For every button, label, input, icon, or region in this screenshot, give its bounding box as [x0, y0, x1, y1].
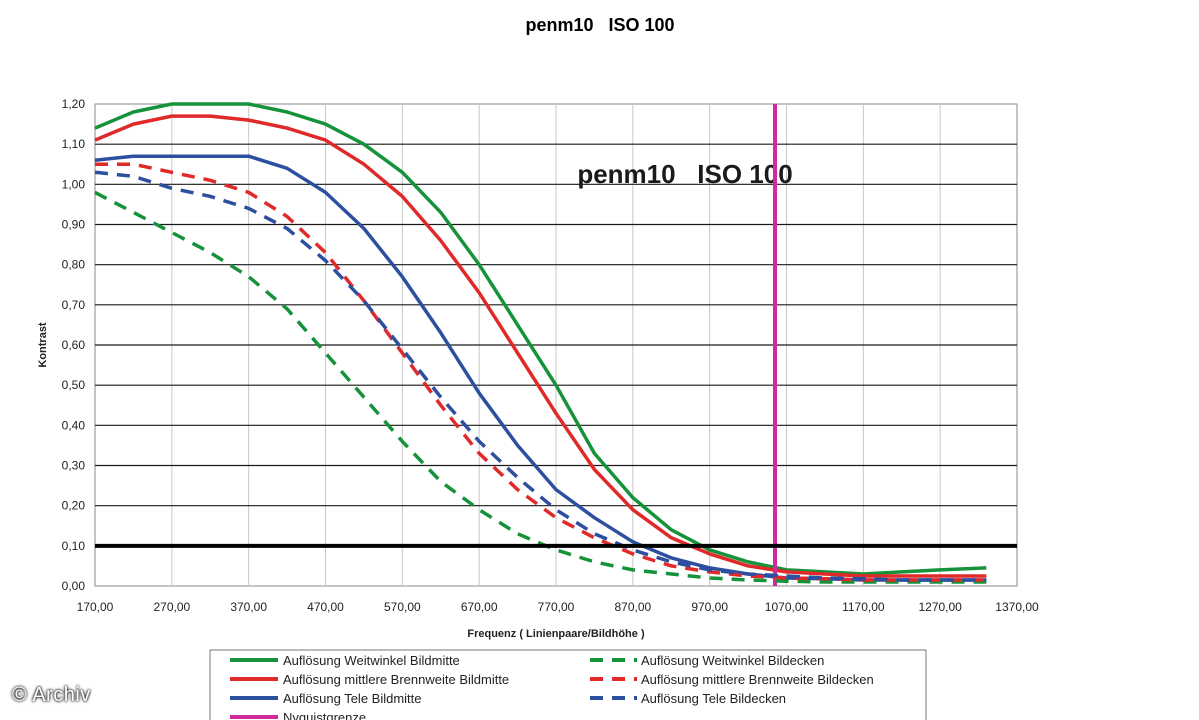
inner-chart-title: penm10 ISO 100 [577, 159, 792, 189]
legend-entry-label: Auflösung Tele Bildmitte [283, 691, 422, 706]
y-tick-label: 0,80 [62, 258, 86, 272]
x-tick-label: 1270,00 [918, 600, 962, 614]
x-tick-label: 1170,00 [842, 600, 885, 614]
series-line-auflösung-tele-bildecken [94, 170, 987, 582]
copyright-watermark: © Archiv [12, 684, 91, 706]
x-tick-label: 1370,00 [995, 600, 1039, 614]
legend: Auflösung Weitwinkel Bildmitte Auflösung … [209, 649, 927, 720]
legend-box [209, 649, 927, 720]
x-tick-label: 170,00 [77, 600, 114, 614]
x-tick-label: 270,00 [153, 600, 190, 614]
legend-entry-label: Nyquistgrenze [283, 710, 366, 720]
y-tick-label: 0,50 [62, 378, 86, 392]
x-tick-label: 470,00 [307, 600, 344, 614]
legend-entry-label: Auflösung Weitwinkel Bildmitte [283, 653, 460, 668]
legend-entry-label: Auflösung mittlere Brennweite Bildmitte [283, 672, 509, 687]
legend-entry-label: Auflösung mittlere Brennweite Bildecken [641, 672, 874, 687]
chart-title: penm10 ISO 100 [525, 15, 674, 35]
series-line-auflösung-weitwinkel-bildecken [94, 190, 987, 584]
y-tick-label: 0,60 [62, 338, 86, 352]
x-axis-label: Frequenz ( Linienpaare/Bildhöhe ) [467, 628, 645, 640]
x-tick-label: 870,00 [614, 600, 651, 614]
x-tick-label: 770,00 [538, 600, 575, 614]
series-line-auflösung-mittlere-brennweite-bildmitte [94, 114, 987, 578]
y-tick-label: 1,10 [62, 137, 86, 151]
legend-entry-label: Auflösung Weitwinkel Bildecken [641, 653, 824, 668]
x-tick-label: 570,00 [384, 600, 421, 614]
y-tick-label: 0,00 [62, 579, 86, 593]
x-tick-label: 670,00 [461, 600, 498, 614]
series-line-auflösung-weitwinkel-bildmitte [94, 102, 987, 576]
y-tick-label: 0,10 [62, 539, 86, 553]
y-tick-label: 0,40 [62, 418, 86, 432]
y-axis-label: Kontrast [37, 322, 49, 368]
legend-entry-label: Auflösung Tele Bildecken [641, 691, 786, 706]
y-tick-label: 1,00 [62, 177, 86, 191]
y-tick-label: 1,20 [62, 97, 86, 111]
x-tick-label: 370,00 [230, 600, 267, 614]
y-tick-label: 0,20 [62, 499, 86, 513]
y-tick-label: 0,30 [62, 459, 86, 473]
y-tick-label: 0,70 [62, 298, 86, 312]
series-line-auflösung-mittlere-brennweite-bildecken [95, 162, 987, 582]
x-tick-label: 970,00 [691, 600, 728, 614]
y-tick-label: 0,90 [62, 218, 86, 232]
x-tick-label: 1070,00 [765, 600, 809, 614]
